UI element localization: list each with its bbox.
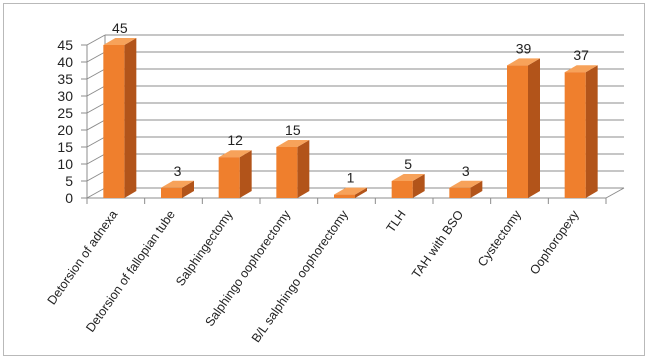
data-label: 3 xyxy=(462,163,470,179)
bar xyxy=(103,45,125,198)
gridline-depth xyxy=(86,170,106,182)
gridline-depth xyxy=(86,34,106,46)
bar-top xyxy=(507,58,540,66)
x-category-label: Oophoropexy xyxy=(527,207,582,277)
y-tick-label: 0 xyxy=(65,190,73,206)
y-tick-label: 10 xyxy=(57,156,73,172)
bar xyxy=(334,194,355,198)
y-tick-label: 15 xyxy=(57,139,73,155)
data-label: 5 xyxy=(404,156,412,172)
bar-side xyxy=(585,65,598,198)
gridline-depth xyxy=(86,153,106,165)
data-label: 12 xyxy=(227,132,243,148)
bar-side xyxy=(297,140,310,198)
bar-top xyxy=(564,65,598,73)
y-tick-label: 40 xyxy=(57,54,73,70)
bar-side xyxy=(182,180,194,198)
gridline-depth xyxy=(86,85,106,97)
bar xyxy=(449,187,471,198)
data-label: 15 xyxy=(285,122,301,138)
bar-top xyxy=(391,174,425,181)
bar-top xyxy=(103,38,137,45)
data-label: 37 xyxy=(573,47,589,63)
gridline-depth xyxy=(86,136,106,148)
bar xyxy=(161,187,182,198)
y-tick-label: 45 xyxy=(57,37,73,53)
bar-top xyxy=(334,187,367,195)
bar-top xyxy=(218,150,252,158)
x-category-label: B/L salphingo oophorectomy xyxy=(249,207,352,345)
chart-frame: 0 5 10 15 20 25 30 35 40 45 45 3 12 15 1 5 3 39 37 Detorsio… xyxy=(3,3,645,356)
bar-top xyxy=(276,140,310,147)
x-category-label: TAH with BSO xyxy=(409,207,466,280)
floor-right-edge xyxy=(605,187,625,199)
y-tick-label: 20 xyxy=(57,122,73,138)
data-label: 45 xyxy=(112,20,128,36)
bar-top xyxy=(161,180,194,188)
bar-side xyxy=(355,187,367,198)
y-tick-label: 30 xyxy=(57,88,73,104)
bar-side xyxy=(124,38,137,198)
x-category-label: Cystectomy xyxy=(475,207,524,269)
bar xyxy=(391,181,413,198)
data-label: 3 xyxy=(174,163,182,179)
gridline-depth xyxy=(86,119,106,131)
data-label: 39 xyxy=(516,40,532,56)
bar-side xyxy=(412,174,425,198)
bar-side xyxy=(470,180,483,198)
x-category-label: Salphingectomy xyxy=(173,207,236,289)
bar xyxy=(218,157,240,198)
bar-side xyxy=(239,150,252,198)
y-tick-label: 25 xyxy=(57,105,73,121)
gridline-depth xyxy=(86,102,106,114)
bar xyxy=(276,147,298,198)
bar-top xyxy=(449,180,483,188)
gridline-depth xyxy=(86,187,106,199)
x-category-label: TLH xyxy=(384,208,409,235)
gridline-depth xyxy=(86,68,106,80)
bar-side xyxy=(528,58,540,199)
bar xyxy=(564,72,586,198)
y-tick-label: 5 xyxy=(65,173,73,189)
bar xyxy=(507,65,528,199)
y-tick-label: 35 xyxy=(57,71,73,87)
gridline-depth xyxy=(86,51,106,63)
data-label: 1 xyxy=(347,170,355,186)
